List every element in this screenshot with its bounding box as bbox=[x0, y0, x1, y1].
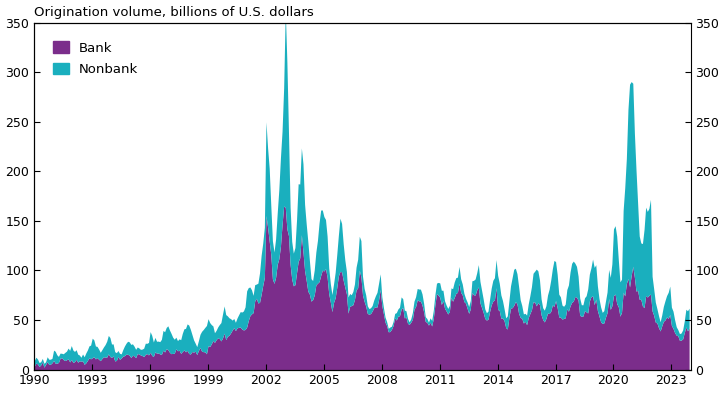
Legend: Bank, Nonbank: Bank, Nonbank bbox=[47, 36, 144, 81]
Text: Origination volume, billions of U.S. dollars: Origination volume, billions of U.S. dol… bbox=[34, 6, 314, 18]
